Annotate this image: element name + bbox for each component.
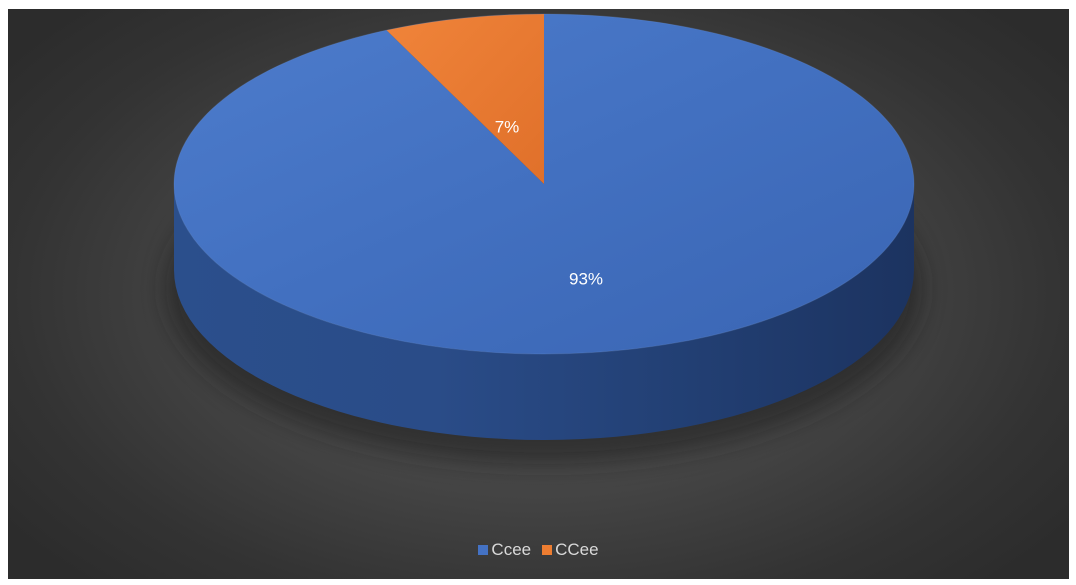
legend-item-ccee-2: CCee <box>542 540 599 560</box>
slice-ccee-2 <box>386 14 544 184</box>
data-label-ccee: 93% <box>569 269 603 288</box>
legend: Ccee CCee <box>8 540 1069 560</box>
legend-item-ccee: Ccee <box>478 540 531 560</box>
data-label-ccee-2: 7% <box>495 117 520 136</box>
legend-label-ccee: Ccee <box>491 540 532 559</box>
slice-side-ccee <box>174 184 914 440</box>
pie-rim <box>173 13 915 355</box>
legend-swatch-ccee-2 <box>542 545 553 555</box>
legend-swatch-ccee <box>478 545 489 555</box>
slice-ccee <box>173 14 914 355</box>
legend-label-ccee-2: CCee <box>555 540 599 559</box>
chart-area: 93% 7% Ccee CCee <box>8 9 1069 579</box>
pie-chart: 93% 7% <box>166 13 922 464</box>
